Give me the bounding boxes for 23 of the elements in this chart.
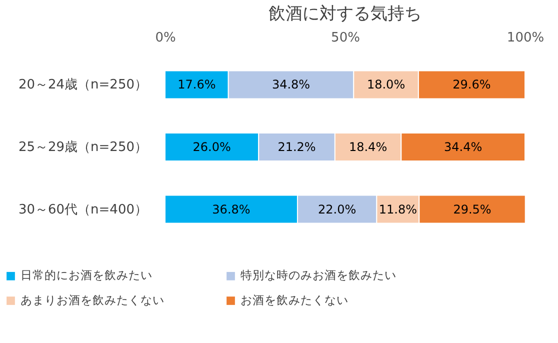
legend-label: 特別な時のみお酒を飲みたい [240, 268, 396, 282]
data-label: 26.0% [192, 140, 231, 154]
data-label: 11.8% [378, 202, 417, 216]
data-label: 22.0% [318, 202, 356, 216]
data-label: 34.4% [444, 140, 482, 154]
x-tick-label: 50% [331, 30, 360, 46]
y-tick-label: 20～24歳（n=250） [18, 78, 148, 93]
legend-label: あまりお酒を飲みたくない [20, 292, 164, 307]
y-tick-label: 30～60代（n=400） [18, 202, 148, 218]
x-tick-label: 100% [506, 30, 544, 46]
legend-label: お酒を飲みたくない [240, 292, 348, 307]
legend-label: 日常的にお酒を飲みたい [20, 268, 152, 282]
data-label: 17.6% [178, 78, 216, 92]
data-label: 18.4% [348, 140, 388, 154]
data-label: 36.8% [212, 202, 250, 216]
data-label: 34.8% [272, 78, 310, 92]
y-tick-label: 25～29歳（n=250） [18, 140, 148, 155]
data-label: 29.6% [452, 78, 491, 92]
chart-title: 飲酒に対する気持ち [268, 4, 422, 24]
data-label: 29.5% [453, 202, 492, 216]
x-tick-label: 0% [155, 30, 176, 46]
data-label: 21.2% [278, 140, 316, 154]
data-label: 18.0% [366, 78, 406, 92]
